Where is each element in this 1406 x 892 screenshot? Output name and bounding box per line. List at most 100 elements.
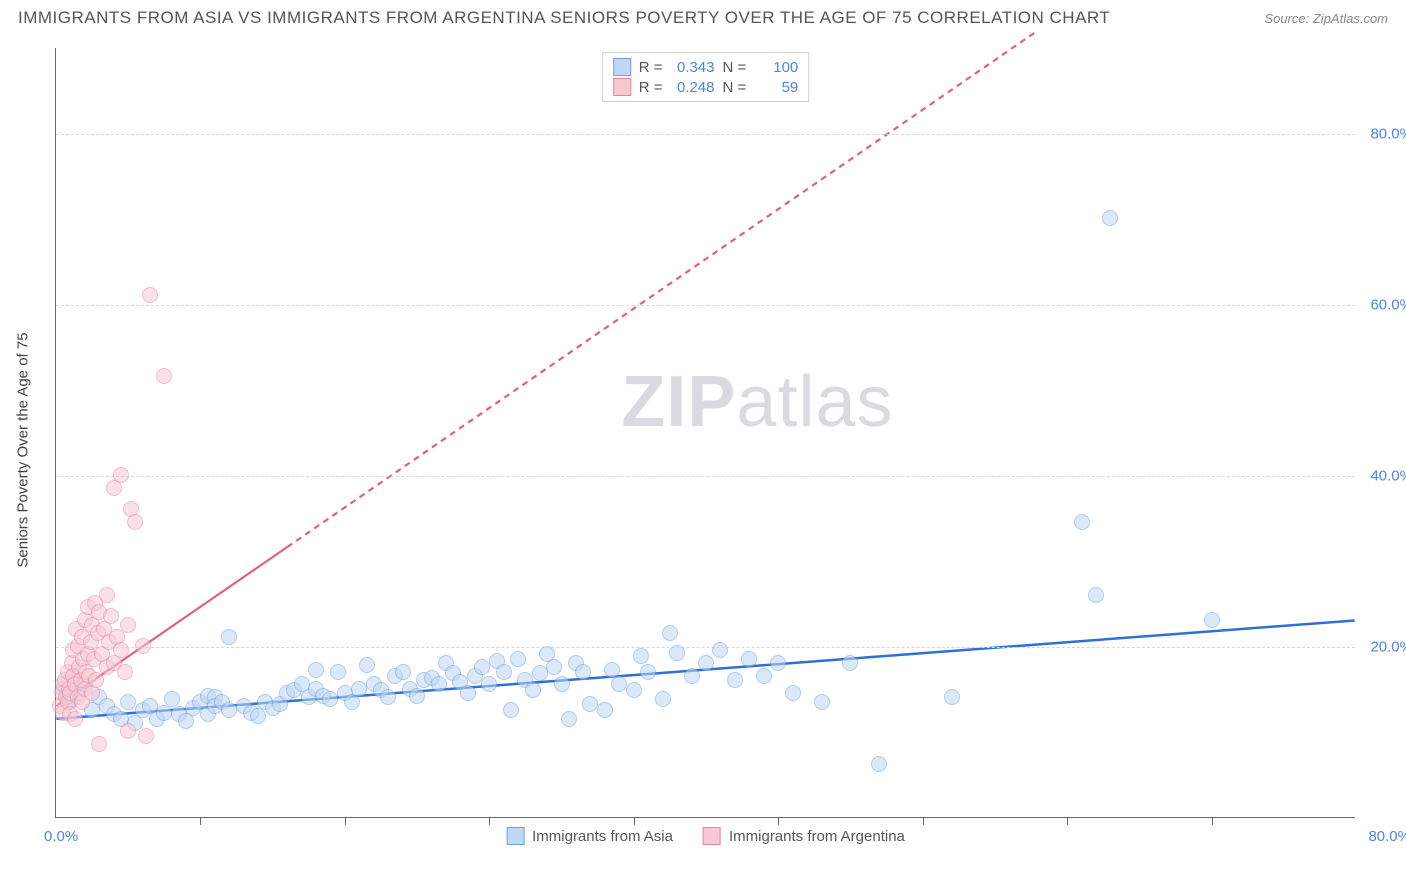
legend-row-asia: R = 0.343 N = 100	[613, 57, 799, 77]
x-tick	[1067, 817, 1068, 825]
data-point-asia	[496, 664, 512, 680]
data-point-asia	[460, 685, 476, 701]
gridline	[56, 647, 1355, 648]
data-point-argentina	[67, 711, 83, 727]
r-value-argentina: 0.248	[671, 79, 715, 96]
data-point-asia	[308, 662, 324, 678]
data-point-argentina	[127, 514, 143, 530]
data-point-asia	[221, 629, 237, 645]
data-point-asia	[554, 676, 570, 692]
data-point-argentina	[135, 638, 151, 654]
data-point-asia	[330, 664, 346, 680]
data-point-asia	[409, 688, 425, 704]
data-point-asia	[120, 694, 136, 710]
data-point-asia	[944, 689, 960, 705]
x-tick	[345, 817, 346, 825]
plot-area: ZIPatlas R = 0.343 N = 100 R = 0.248 N =…	[55, 48, 1355, 818]
data-point-argentina	[120, 617, 136, 633]
data-point-asia	[178, 713, 194, 729]
data-point-asia	[395, 664, 411, 680]
data-point-asia	[1088, 587, 1104, 603]
data-point-asia	[640, 664, 656, 680]
data-point-argentina	[156, 368, 172, 384]
data-point-asia	[662, 625, 678, 641]
data-point-asia	[359, 657, 375, 673]
gridline	[56, 305, 1355, 306]
y-tick-label: 80.0%	[1370, 125, 1406, 142]
data-point-asia	[871, 756, 887, 772]
data-point-asia	[1074, 514, 1090, 530]
x-tick	[634, 817, 635, 825]
data-point-asia	[380, 689, 396, 705]
gridline	[56, 476, 1355, 477]
data-point-asia	[814, 694, 830, 710]
data-point-asia	[525, 682, 541, 698]
data-point-argentina	[120, 723, 136, 739]
x-tick	[200, 817, 201, 825]
data-point-argentina	[99, 587, 115, 603]
data-point-argentina	[103, 608, 119, 624]
x-max-label: 80.0%	[1368, 828, 1406, 845]
data-point-asia	[684, 668, 700, 684]
data-point-asia	[669, 645, 685, 661]
data-point-asia	[785, 685, 801, 701]
data-point-asia	[698, 655, 714, 671]
n-prefix: N =	[723, 59, 747, 76]
n-value-asia: 100	[754, 59, 798, 76]
x-tick	[489, 817, 490, 825]
data-point-asia	[655, 691, 671, 707]
data-point-argentina	[142, 287, 158, 303]
correlation-legend: R = 0.343 N = 100 R = 0.248 N = 59	[602, 52, 810, 102]
series-legend: Immigrants from Asia Immigrants from Arg…	[506, 827, 905, 845]
data-point-argentina	[91, 736, 107, 752]
data-point-asia	[741, 651, 757, 667]
data-point-argentina	[88, 672, 104, 688]
source-label: Source: ZipAtlas.com	[1264, 11, 1388, 26]
data-point-asia	[770, 655, 786, 671]
data-point-asia	[756, 668, 772, 684]
data-point-asia	[712, 642, 728, 658]
r-prefix: R =	[639, 79, 663, 96]
x-tick	[923, 817, 924, 825]
legend-item-argentina: Immigrants from Argentina	[703, 827, 905, 845]
data-point-argentina	[138, 728, 154, 744]
data-point-asia	[597, 702, 613, 718]
swatch-asia-icon	[506, 827, 524, 845]
r-value-asia: 0.343	[671, 59, 715, 76]
x-tick	[778, 817, 779, 825]
legend-row-argentina: R = 0.248 N = 59	[613, 77, 799, 97]
swatch-argentina-icon	[703, 827, 721, 845]
n-prefix: N =	[723, 79, 747, 96]
data-point-asia	[250, 708, 266, 724]
data-point-asia	[1204, 612, 1220, 628]
data-point-asia	[510, 651, 526, 667]
n-value-argentina: 59	[754, 79, 798, 96]
swatch-asia	[613, 58, 631, 76]
legend-label-argentina: Immigrants from Argentina	[729, 828, 905, 845]
data-point-asia	[626, 682, 642, 698]
y-tick-label: 20.0%	[1370, 638, 1406, 655]
swatch-argentina	[613, 78, 631, 96]
data-point-asia	[503, 702, 519, 718]
chart-container: Seniors Poverty Over the Age of 75 ZIPat…	[15, 40, 1395, 860]
data-point-asia	[164, 691, 180, 707]
chart-title: IMMIGRANTS FROM ASIA VS IMMIGRANTS FROM …	[18, 8, 1110, 28]
data-point-argentina	[113, 642, 129, 658]
data-point-asia	[431, 676, 447, 692]
y-tick-label: 60.0%	[1370, 296, 1406, 313]
data-point-asia	[842, 655, 858, 671]
legend-item-asia: Immigrants from Asia	[506, 827, 673, 845]
data-point-asia	[575, 664, 591, 680]
data-point-asia	[633, 648, 649, 664]
gridline	[56, 134, 1355, 135]
x-origin-label: 0.0%	[44, 828, 78, 845]
y-tick-label: 40.0%	[1370, 467, 1406, 484]
data-point-asia	[561, 711, 577, 727]
legend-label-asia: Immigrants from Asia	[532, 828, 673, 845]
data-point-asia	[727, 672, 743, 688]
data-point-asia	[481, 676, 497, 692]
data-point-argentina	[117, 664, 133, 680]
x-tick	[1212, 817, 1213, 825]
r-prefix: R =	[639, 59, 663, 76]
data-point-asia	[546, 659, 562, 675]
